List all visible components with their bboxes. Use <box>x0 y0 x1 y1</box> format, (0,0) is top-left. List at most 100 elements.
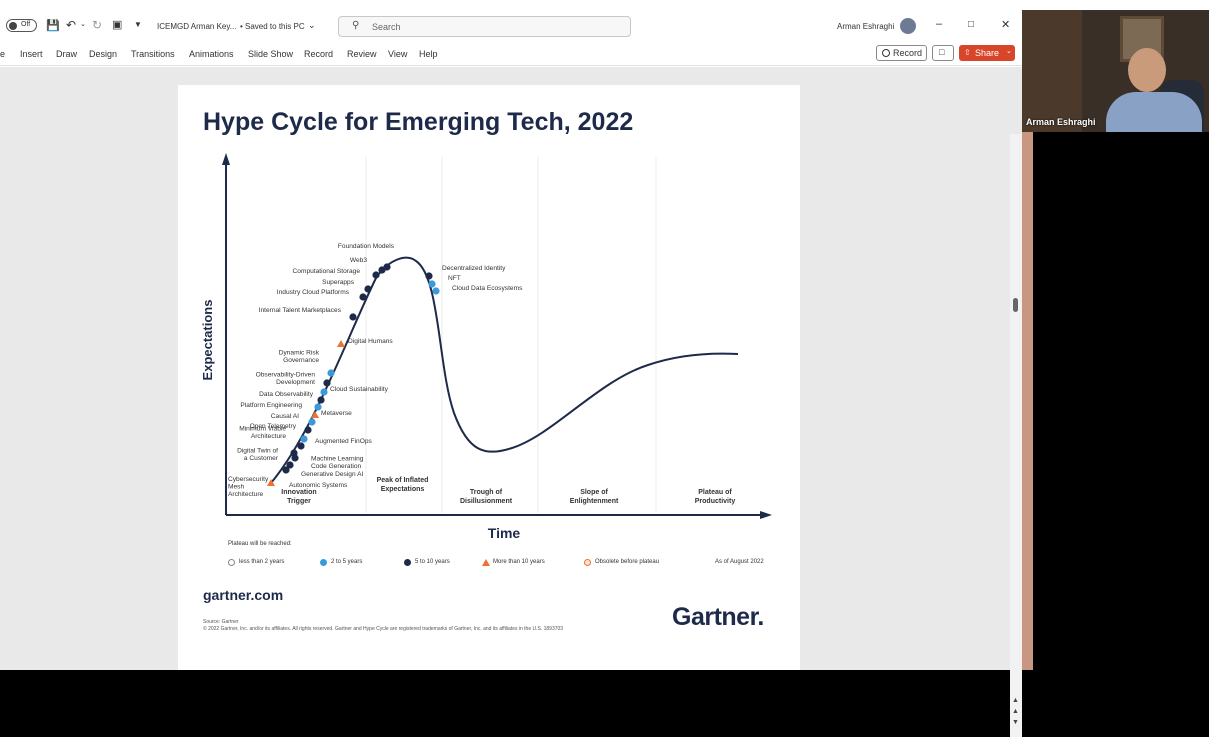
tech-label: Generative Design AI <box>301 471 363 478</box>
save-status[interactable]: • Saved to this PC <box>240 22 305 31</box>
title-bar: Off 💾 ↶ ⌄ ↻ ▣ ▼ ICEMGD Arman Key... • Sa… <box>0 10 1022 43</box>
tech-point <box>300 435 308 443</box>
tech-point <box>425 272 433 280</box>
tech-point <box>432 287 440 295</box>
tech-point <box>308 418 316 426</box>
tech-point <box>349 313 357 321</box>
x-axis-arrow <box>760 511 772 519</box>
source-line-2: © 2022 Gartner, Inc. and/or its affiliat… <box>203 626 564 632</box>
close-icon[interactable]: ✕ <box>1001 19 1011 31</box>
document-title[interactable]: ICEMGD Arman Key... <box>157 22 237 31</box>
tech-label: Causal AI <box>271 413 299 420</box>
tab-transitions[interactable]: Transitions <box>131 49 175 59</box>
legend-marker <box>228 559 235 566</box>
search-placeholder: Search <box>372 22 401 32</box>
tech-label: Superapps <box>322 279 355 286</box>
scroll-thumb[interactable] <box>1013 298 1018 312</box>
present-icon[interactable]: ▣ <box>112 19 123 31</box>
hype-curve <box>270 256 739 484</box>
tech-point <box>383 263 391 271</box>
record-button[interactable]: Record <box>876 45 927 61</box>
technology-points: Cybersecurity Mesh Architecture Autonomic S… <box>228 243 523 498</box>
tech-label: Cloud Sustainability <box>330 386 389 393</box>
comments-button[interactable]: □ <box>932 45 954 61</box>
phase-label-trough: Trough of Disillusionment <box>459 489 513 505</box>
tech-point <box>372 271 380 279</box>
tech-point <box>337 340 345 347</box>
participant-name: Arman Eshraghi <box>1026 117 1096 127</box>
tab-animations[interactable]: Animations <box>189 49 234 59</box>
video-bookshelf <box>1022 10 1082 132</box>
tech-label: Dynamic Risk Governance <box>279 350 320 364</box>
tech-label: Digital Twin of a Customer <box>237 448 279 462</box>
autosave-toggle[interactable]: Off <box>6 19 37 32</box>
tab-file[interactable]: e <box>0 49 6 59</box>
legend-label: less than 2 years <box>239 559 285 565</box>
tech-label: Autonomic Systems <box>289 482 348 489</box>
tech-point <box>297 442 305 450</box>
next-slide-icon[interactable]: ▼ <box>1012 719 1019 726</box>
vertical-scrollbar[interactable]: ▲ ▲ ▼ <box>1010 134 1022 737</box>
user-avatar[interactable] <box>900 18 916 34</box>
record-button-label: Record <box>893 48 923 58</box>
maximize-icon[interactable]: □ <box>968 19 975 30</box>
video-panel-edge <box>1022 132 1033 670</box>
slide-canvas[interactable]: Hype Cycle for Emerging Tech, 2022 Expec… <box>178 85 800 670</box>
x-axis-label: Time <box>488 525 521 541</box>
tab-record[interactable]: Record <box>304 49 334 59</box>
tab-design[interactable]: Design <box>89 49 118 59</box>
tab-review[interactable]: Review <box>347 49 377 59</box>
tech-point <box>359 293 367 301</box>
scroll-up-arrow-icon[interactable]: ▲ <box>1012 697 1019 704</box>
tech-label: Computational Storage <box>293 268 361 275</box>
tech-point <box>327 369 335 377</box>
participant-video[interactable]: Arman Eshraghi <box>1022 10 1209 132</box>
tech-label: Digital Humans <box>348 338 393 345</box>
tech-point <box>314 403 322 411</box>
tab-view[interactable]: View <box>388 49 408 59</box>
save-icon[interactable]: 💾 <box>46 20 60 32</box>
tech-label: Metaverse <box>321 410 352 417</box>
search-box[interactable]: ⚲ Search <box>338 16 631 37</box>
tech-point <box>282 466 290 474</box>
toggle-knob <box>9 22 17 30</box>
user-name[interactable]: Arman Eshraghi <box>837 22 895 31</box>
tab-slide-show[interactable]: Slide Show <box>248 49 294 59</box>
tech-label: Machine Learning Code Generation <box>311 456 364 470</box>
tech-point <box>320 388 328 396</box>
comment-icon: □ <box>939 47 945 57</box>
tech-label: Internal Talent Marketplaces <box>259 307 342 314</box>
tech-label: NFT <box>448 275 461 282</box>
search-icon: ⚲ <box>352 20 360 31</box>
share-button-label: Share <box>975 48 1000 58</box>
slide-workspace: Hype Cycle for Emerging Tech, 2022 Expec… <box>0 67 1022 737</box>
legend-marker <box>482 559 490 566</box>
tech-label: Open Telemetry <box>250 423 297 430</box>
autosave-label: Off <box>21 21 31 28</box>
legend-label: More than 10 years <box>493 559 545 565</box>
minimize-icon[interactable]: – <box>936 18 943 30</box>
participant-head <box>1128 48 1166 92</box>
redo-icon[interactable]: ↻ <box>92 18 103 32</box>
share-icon: ⇧ <box>964 48 971 57</box>
legend-title: Plateau will be reached: <box>228 541 292 547</box>
tech-point <box>290 449 298 457</box>
hype-cycle-chart: Expectations Time Cybersecurity Mesh Archi… <box>200 153 772 541</box>
customize-qat-icon[interactable]: ▼ <box>134 20 142 29</box>
legend: less than 2 years 2 to 5 years 5 to 10 yea… <box>228 558 788 570</box>
tech-point <box>267 479 275 486</box>
as-of-date: As of August 2022 <box>715 559 764 565</box>
tech-label: Platform Engineering <box>240 402 302 409</box>
undo-dropdown-icon[interactable]: ⌄ <box>80 21 86 28</box>
tab-draw[interactable]: Draw <box>56 49 78 59</box>
share-button[interactable]: ⇧ Share ⌄ <box>959 45 1015 61</box>
legend-marker <box>320 559 327 566</box>
tech-label: Cybersecurity Mesh Architecture <box>228 476 269 498</box>
tab-help[interactable]: Help <box>419 49 438 59</box>
undo-icon[interactable]: ↶ <box>66 18 77 32</box>
prev-slide-icon[interactable]: ▲ <box>1012 708 1019 715</box>
y-axis-arrow <box>222 153 230 165</box>
tab-insert[interactable]: Insert <box>20 49 43 59</box>
chevron-down-icon[interactable]: ⌄ <box>308 20 316 30</box>
